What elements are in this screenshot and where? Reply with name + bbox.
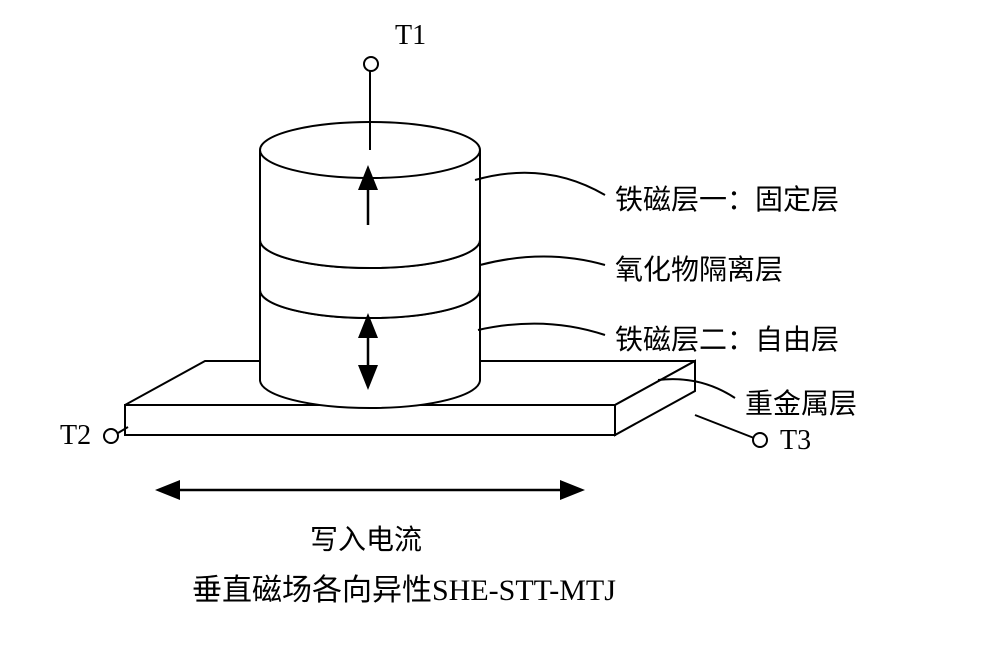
t3-label: T3 <box>780 425 811 457</box>
leader-fixed <box>475 173 605 195</box>
t3-terminal-icon <box>752 432 768 448</box>
t2-label: T2 <box>60 420 91 452</box>
diagram-canvas: T1 T2 T3 铁磁层一：固定层 氧化物隔离层 铁磁层二：自由层 重金属层 写… <box>0 0 1000 665</box>
t2-terminal-icon <box>103 428 119 444</box>
write-current-label: 写入电流 <box>310 518 422 558</box>
leader-free <box>478 324 605 335</box>
oxide-layer-label: 氧化物隔离层 <box>615 248 783 288</box>
t1-terminal-icon <box>363 56 379 72</box>
mtj-stack <box>260 122 480 408</box>
heavy-metal-label: 重金属层 <box>745 382 857 422</box>
leader-oxide <box>480 257 605 266</box>
fixed-layer-label: 铁磁层一：固定层 <box>615 178 839 218</box>
t1-label: T1 <box>395 20 426 52</box>
diagram-title: 垂直磁场各向异性SHE-STT-MTJ <box>192 565 616 609</box>
free-layer-label: 铁磁层二：自由层 <box>615 318 839 358</box>
